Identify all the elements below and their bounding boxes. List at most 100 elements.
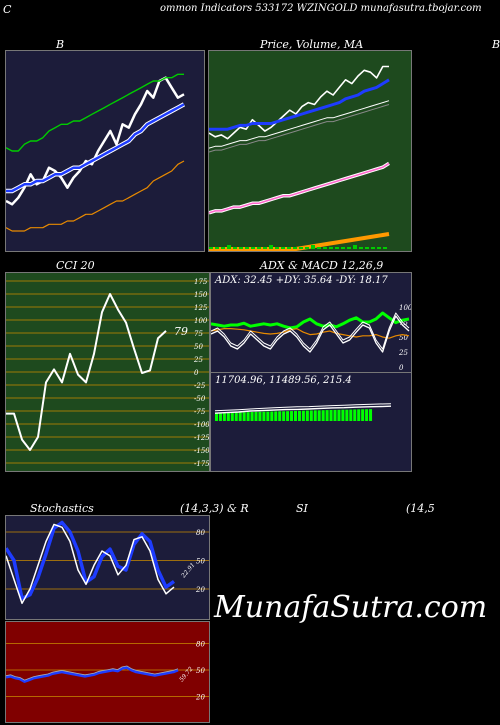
macd-hist-bar (282, 411, 286, 421)
rsi-tick-label: 80 (196, 641, 205, 649)
macd-hist-bar (262, 411, 266, 421)
bollinger-series-2 (6, 103, 185, 193)
macd-hist-bar (286, 411, 290, 421)
rsi-last-label: 59.72 (178, 665, 195, 683)
macd-hist-bar (309, 410, 313, 421)
rsi-title: SI (296, 502, 308, 515)
adx-tick-label: 0 (399, 364, 404, 372)
macd-panel: 11704.96, 11489.56, 215.4 (210, 372, 412, 472)
cci-tick-label: 25 (193, 356, 203, 364)
adx-tick-label: 25 (398, 349, 408, 357)
macd-hist-bar (278, 411, 282, 421)
volume-bar (227, 245, 231, 249)
volume-bar (383, 247, 387, 249)
macd-hist-bar (290, 411, 294, 421)
macd-hist-bar (305, 410, 309, 421)
stoch-params: (14,3,3) & R (180, 502, 249, 515)
macd-hist-bar (230, 412, 234, 421)
header-letter: C (3, 3, 12, 16)
macd-hist-bar (345, 409, 349, 421)
price-panel (208, 50, 412, 252)
macd-hist-bar (234, 412, 238, 421)
volume-bar (371, 247, 375, 249)
volume-bar (257, 247, 261, 249)
stoch-k-line (6, 520, 176, 601)
volume-bar (287, 247, 291, 249)
cci-tick-label: -100 (194, 421, 209, 429)
macd-hist-bar (329, 409, 333, 421)
volume-bar (239, 247, 243, 249)
volume-bar (263, 247, 267, 249)
volume-bar (251, 247, 255, 249)
macd-hist-bar (258, 411, 262, 421)
volume-bar (365, 247, 369, 249)
price-ma-lower (209, 104, 390, 153)
cci-tick-label: 75 (194, 330, 203, 338)
cci-panel: 175 150 125 100 75 50 25 0 -25 -50 -75 -100 -125 -150… (5, 272, 210, 472)
macd-hist-bar (341, 409, 345, 421)
adx-macd-title: ADX & MACD 12,26,9 (260, 259, 384, 272)
cci-tick-label: 175 (194, 278, 208, 286)
cci-last-label: 79 (174, 325, 188, 338)
macd-hist-bar (294, 410, 297, 421)
cci-tick-label: -25 (194, 382, 206, 390)
macd-values: 11704.96, 11489.56, 215.4 (215, 375, 352, 386)
macd-hist-bar (325, 410, 329, 421)
rsi-panel: 80 50 20 59.72 (5, 621, 210, 723)
macd-hist-bar (274, 411, 278, 421)
macd-hist-bar (301, 410, 305, 421)
cci-tick-label: 100 (194, 317, 208, 325)
macd-hist-bar (250, 412, 254, 421)
price-pink-outline (209, 161, 390, 215)
price-series-orange (209, 232, 390, 251)
macd-hist-bar (242, 412, 246, 421)
cci-tick-label: 150 (194, 291, 208, 299)
cci-tick-label: -50 (194, 395, 206, 403)
bollinger-series-3 (6, 160, 185, 232)
cci-line (6, 293, 167, 451)
macd-hist-bar (270, 411, 274, 421)
price-series-1 (209, 78, 390, 131)
bollinger-title: B (56, 38, 65, 51)
macd-hist-bar (353, 409, 357, 421)
volume-bar (329, 247, 333, 249)
volume-bar (305, 247, 309, 249)
macd-hist-bar (238, 412, 242, 421)
cci-plot: 175 150 125 100 75 50 25 0 -25 -50 -75 -100 -125 -150… (6, 278, 209, 468)
volume-bar (281, 247, 285, 249)
stochastics-panel: 80 50 20 22.91 (5, 515, 210, 620)
volume-bar (245, 247, 249, 249)
stoch-title: Stochastics (30, 502, 94, 515)
price-series-0 (209, 65, 389, 140)
stoch-tick-label: 20 (195, 586, 205, 594)
macd-hist-bar (349, 409, 353, 421)
volume-bar (215, 247, 219, 249)
volume-bar (353, 245, 357, 249)
price-series-pink (209, 162, 390, 214)
macd-hist-bar (254, 411, 258, 421)
cci-title: CCI 20 (56, 259, 95, 272)
cci-tick-label: 0 (194, 369, 199, 377)
bollinger-panel (5, 50, 205, 252)
volume-bar (275, 247, 279, 249)
adx-values: ADX: 32.45 +DY: 35.64 -DY: 18.17 (215, 275, 388, 286)
volume-bar (377, 247, 381, 249)
volume-bar (311, 245, 315, 249)
adx-series-2 (211, 315, 410, 353)
price-title: Price, Volume, MA (260, 38, 364, 51)
macd-hist-bar (369, 409, 373, 421)
rsi-signal-line (6, 665, 179, 681)
volume-bar (347, 247, 351, 249)
volume-bar (221, 247, 225, 249)
adx-tick-label: 50 (399, 334, 408, 342)
rsi-plot: 80 50 20 59.72 (6, 641, 209, 701)
bollinger-plot (6, 73, 186, 232)
adx-series-1 (211, 327, 410, 339)
stochastics-plot: 80 50 20 22.91 (6, 520, 209, 605)
bollinger-series-1 (6, 73, 184, 152)
macd-hist-bar (333, 409, 337, 421)
rsi-tick-label: 20 (195, 693, 205, 701)
